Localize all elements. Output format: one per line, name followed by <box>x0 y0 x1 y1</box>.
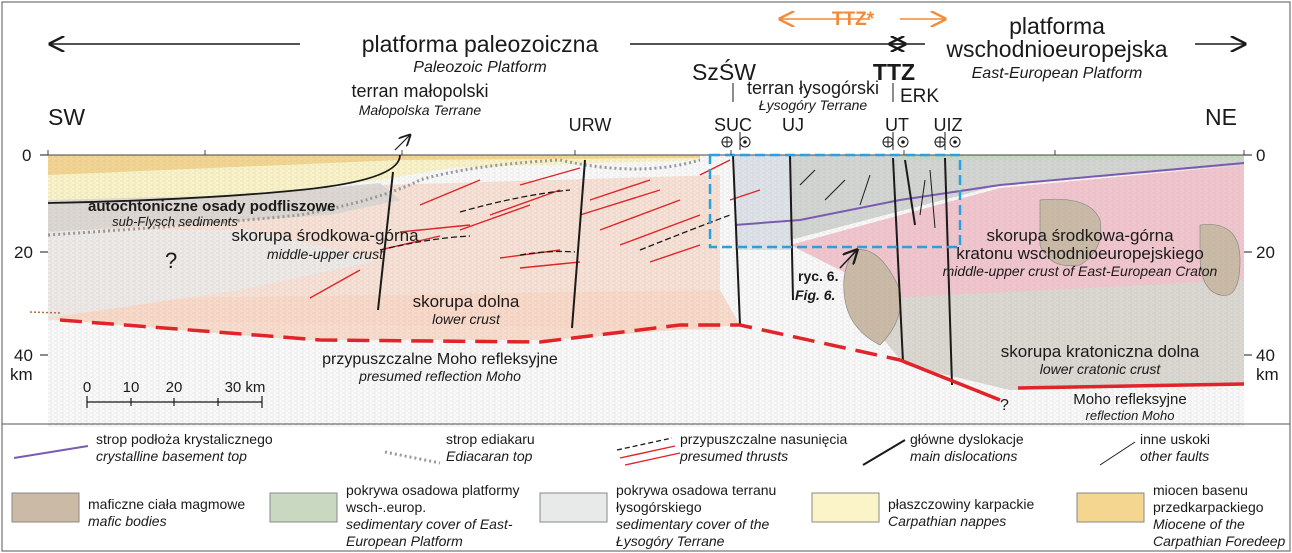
malopolska-en: Małopolska Terrane <box>359 102 482 118</box>
autochthon-label: autochtoniczne osady podfliszowe <box>88 198 336 215</box>
legend-thrusts: przypuszczalne nasunięcia presumed thrust… <box>680 431 848 464</box>
fig-ref-pl: ryc. 6. <box>798 268 838 284</box>
lower-crust-label: skorupa dolna <box>413 292 520 311</box>
lower-crust-en: lower crust <box>432 311 501 327</box>
ediacaran-top-line <box>47 158 701 237</box>
mid-upper-crust-label: skorupa środkowa-górna <box>231 226 419 245</box>
paleozoic-platform-en: Paleozoic Platform <box>413 59 546 76</box>
depth-20-left: 20 <box>14 243 33 262</box>
detail-box <box>708 153 962 249</box>
legend-basement: strop podłoża krystalicznego crystalline … <box>96 431 273 464</box>
erk-label: ERK <box>900 86 939 107</box>
craton-mid-label-1: skorupa środkowa-górna <box>986 226 1174 245</box>
presumed-moho-en: presumed reflection Moho <box>358 368 521 384</box>
eep-label-1: platforma <box>1009 13 1105 39</box>
legend-main-dislocations: główne dyslokacje main dislocations <box>910 431 1024 464</box>
uj-label: UJ <box>782 115 804 135</box>
moho-en: reflection Moho <box>1086 408 1175 423</box>
ne-label: NE <box>1205 104 1237 130</box>
suc-label: SUC <box>714 115 752 135</box>
mid-upper-crust-en: middle-upper crust <box>267 246 384 262</box>
scale-bar <box>86 396 263 408</box>
eep-label-2: wschodnioeuropejska <box>945 36 1167 62</box>
depth-20-right: 20 <box>1256 243 1275 262</box>
question-mark-left: ? <box>165 248 177 273</box>
craton-mid-en: middle-upper crust of East-European Crat… <box>943 263 1218 279</box>
legend-fault-symbol <box>1099 441 1136 466</box>
question-mark-moho: ? <box>1000 397 1009 414</box>
scale-10: 10 <box>123 379 140 396</box>
moho-descend-line <box>899 358 1001 402</box>
legend-ediacaran: strop ediakaru Ediacaran top <box>446 431 535 464</box>
legend-mafic: maficzne ciała magmowe mafic bodies <box>88 496 246 529</box>
ttz-label: TTZ <box>873 59 915 85</box>
legend-swatch-mafic <box>11 492 80 523</box>
scale-30: 30 km <box>225 379 266 396</box>
szsw-label: SzŚW <box>692 58 756 85</box>
legend-carpathian: płaszczowiny karpackie Carpathian nappes <box>888 496 1035 529</box>
legend-swatch-eep-cover <box>269 492 338 523</box>
scale-0: 0 <box>83 379 91 396</box>
legend-lysogory-cover: pokrywa osadowa terranu łysogórskiego sed… <box>616 482 777 549</box>
lysogory-en: Łysogóry Terrane <box>759 97 868 113</box>
main-dislocations <box>377 154 953 386</box>
legend-thrust-symbol <box>616 437 681 466</box>
craton-lower-label: skorupa kratoniczna dolna <box>1001 342 1200 361</box>
depth-0-right: 0 <box>1256 146 1265 165</box>
reflection-moho-line <box>1017 382 1245 390</box>
paleozoic-platform-label: platforma paleozoiczna <box>362 31 599 57</box>
legend-other-faults: inne uskoki other faults <box>1140 431 1211 464</box>
moho-label: Moho refleksyjne <box>1073 391 1186 408</box>
presumed-moho-label: przypuszczalne Moho refleksyjne <box>322 351 558 368</box>
depth-40-left: 40 <box>14 346 33 365</box>
craton-lower-en: lower cratonic crust <box>1040 361 1162 377</box>
legend-basement-symbol <box>13 445 89 459</box>
lysogory-label: terran łysogórski <box>747 78 879 98</box>
legend-eep-cover: pokrywa osadowa platformy wsch-.europ. se… <box>346 482 520 549</box>
sw-label: SW <box>48 104 85 130</box>
urw-label: URW <box>569 115 612 135</box>
depth-40-right: 40 <box>1256 346 1275 365</box>
fig-ref-en: Fig. 6. <box>795 287 835 303</box>
malopolska-label: terran małopolski <box>351 81 488 101</box>
legend-swatch-lysogory-cover <box>539 492 608 523</box>
ttz-star-label: TTZ* <box>832 9 875 30</box>
basement-top-line <box>734 162 1245 226</box>
ut-label: UT <box>885 115 909 135</box>
presumed-moho-line <box>59 318 901 362</box>
craton-mid-label-2: kratonu wschodnioeuropejskiego <box>956 244 1204 263</box>
legend-ediacaran-symbol <box>384 450 441 465</box>
eep-en: East-European Platform <box>972 65 1143 82</box>
legend-miocene: miocen basenu przedkarpackiego Miocene of… <box>1153 482 1286 549</box>
km-right: km <box>1256 365 1279 384</box>
depth-0-left: 0 <box>22 146 31 165</box>
scale-20: 20 <box>166 379 183 396</box>
legend-main-dislocation-symbol <box>862 439 906 466</box>
legend-swatch-miocene <box>1076 492 1145 523</box>
autochthon-en: sub-Flysch sediments <box>112 214 238 229</box>
flysch-boundary <box>47 154 401 204</box>
uiz-label: UIZ <box>934 115 963 135</box>
legend-swatch-carpathian <box>811 492 880 523</box>
km-left: km <box>10 365 33 384</box>
